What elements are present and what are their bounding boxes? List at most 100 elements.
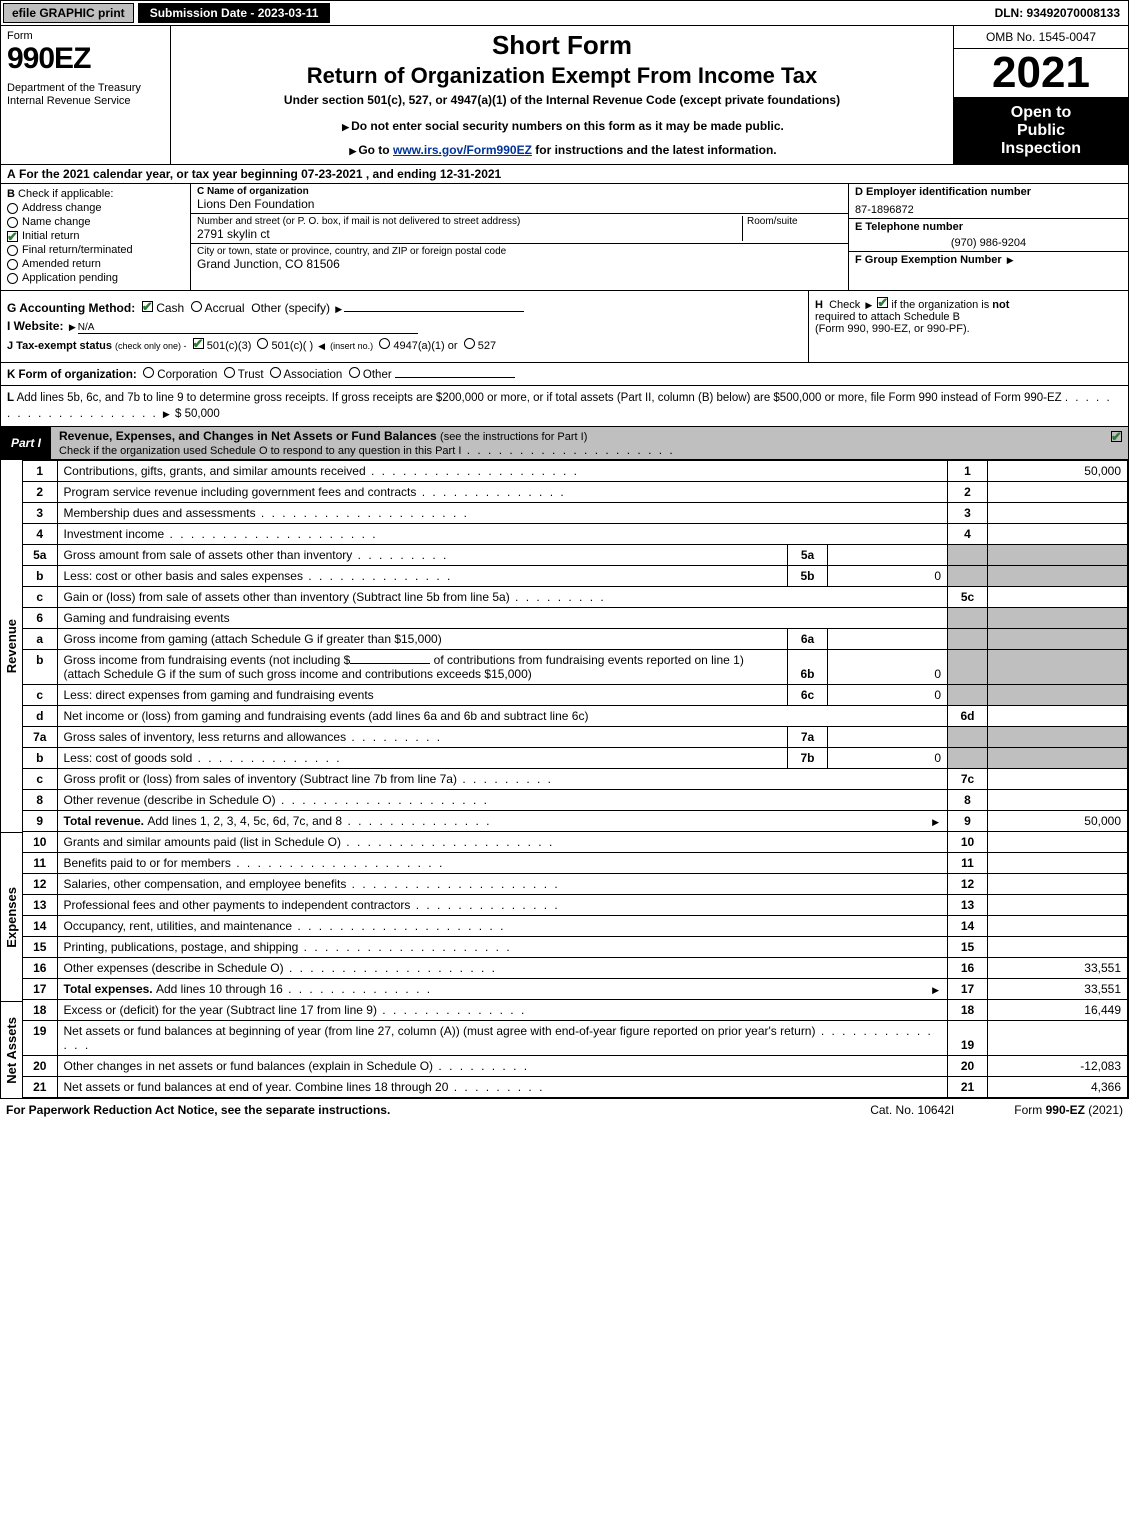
schedule-b-checkbox[interactable] bbox=[877, 297, 888, 308]
header-left: Form 990EZ Department of the Treasury In… bbox=[1, 26, 171, 164]
line-3: 3Membership dues and assessments3 bbox=[23, 503, 1128, 524]
ln: 7a bbox=[23, 727, 57, 748]
schedule-o-checkbox[interactable] bbox=[1111, 431, 1122, 442]
box-val bbox=[988, 769, 1128, 790]
row-i: I Website: N/A bbox=[7, 319, 802, 334]
corp-checkbox[interactable] bbox=[143, 367, 154, 378]
return-title: Return of Organization Exempt From Incom… bbox=[181, 63, 943, 89]
sub-val: 0 bbox=[828, 650, 948, 685]
dots-icon bbox=[416, 485, 565, 499]
ln: 10 bbox=[23, 832, 57, 853]
tel-value: (970) 986-9204 bbox=[855, 237, 1122, 249]
goto-note: Go to www.irs.gov/Form990EZ for instruct… bbox=[181, 143, 943, 157]
desc: Professional fees and other payments to … bbox=[64, 898, 411, 912]
application-pending-checkbox[interactable] bbox=[7, 273, 18, 284]
ln: c bbox=[23, 769, 57, 790]
form-word: Form bbox=[7, 30, 164, 42]
desc: Investment income bbox=[64, 527, 165, 541]
ln: 8 bbox=[23, 790, 57, 811]
dots-icon bbox=[366, 464, 579, 478]
501c-checkbox[interactable] bbox=[257, 338, 268, 349]
line-15: 15Printing, publications, postage, and s… bbox=[23, 937, 1128, 958]
row-l: L Add lines 5b, 6c, and 7b to line 9 to … bbox=[1, 386, 1128, 427]
ein-value: 87-1896872 bbox=[855, 204, 1122, 216]
form-header: Form 990EZ Department of the Treasury In… bbox=[1, 26, 1128, 165]
shade-cell bbox=[948, 545, 988, 566]
website-value: N/A bbox=[78, 322, 95, 333]
part1-table: Revenue Expenses Net Assets 1Contributio… bbox=[1, 460, 1128, 1098]
line-1: 1Contributions, gifts, grants, and simil… bbox=[23, 461, 1128, 482]
box-ln: 6d bbox=[948, 706, 988, 727]
amended-return-checkbox[interactable] bbox=[7, 259, 18, 270]
final-return-checkbox[interactable] bbox=[7, 245, 18, 256]
box-val bbox=[988, 587, 1128, 608]
line-6b: bGross income from fundraising events (n… bbox=[23, 650, 1128, 685]
accrual-label: Accrual bbox=[205, 301, 245, 315]
desc: Occupancy, rent, utilities, and maintena… bbox=[64, 919, 293, 933]
row-k: K Form of organization: Corporation Trus… bbox=[1, 363, 1128, 386]
line-8: 8Other revenue (describe in Schedule O)8 bbox=[23, 790, 1128, 811]
page-footer: For Paperwork Reduction Act Notice, see … bbox=[0, 1099, 1129, 1121]
insert-no-label: (insert no.) bbox=[330, 341, 373, 351]
col-b: B Check if applicable: Address change Na… bbox=[1, 184, 191, 290]
shade-cell bbox=[948, 629, 988, 650]
4947-checkbox[interactable] bbox=[379, 338, 390, 349]
cash-checkbox[interactable] bbox=[142, 301, 153, 312]
line-21: 21Net assets or fund balances at end of … bbox=[23, 1077, 1128, 1098]
row-h-check: Check bbox=[829, 299, 860, 311]
box-ln: 3 bbox=[948, 503, 988, 524]
desc: Gross income from gaming (attach Schedul… bbox=[64, 632, 442, 646]
arrow-icon bbox=[161, 408, 172, 420]
row-a: A For the 2021 calendar year, or tax yea… bbox=[1, 165, 1128, 184]
dots-icon bbox=[346, 877, 559, 891]
box-val: 50,000 bbox=[988, 811, 1128, 832]
addr-value: 2791 skylin ct bbox=[197, 227, 742, 241]
part1-header: Part I Revenue, Expenses, and Changes in… bbox=[1, 427, 1128, 460]
accrual-checkbox[interactable] bbox=[191, 301, 202, 312]
box-val bbox=[988, 790, 1128, 811]
box-val bbox=[988, 895, 1128, 916]
address-change-checkbox[interactable] bbox=[7, 203, 18, 214]
other-org-label: Other bbox=[363, 369, 392, 381]
header-center: Short Form Return of Organization Exempt… bbox=[171, 26, 953, 164]
sub-ln: 6a bbox=[788, 629, 828, 650]
other-org-input[interactable] bbox=[395, 377, 515, 378]
other-org-checkbox[interactable] bbox=[349, 367, 360, 378]
address-change-label: Address change bbox=[22, 202, 102, 214]
lines-table: 1Contributions, gifts, grants, and simil… bbox=[23, 460, 1128, 1098]
dots-icon bbox=[164, 527, 377, 541]
desc: Add lines 10 through 16 bbox=[156, 982, 283, 996]
desc: Gross profit or (loss) from sales of inv… bbox=[64, 772, 457, 786]
ln: 5a bbox=[23, 545, 57, 566]
dots-icon bbox=[342, 814, 491, 828]
sub-ln: 5a bbox=[788, 545, 828, 566]
irs-link[interactable]: www.irs.gov/Form990EZ bbox=[393, 143, 532, 157]
form-of-org-label: K Form of organization: bbox=[7, 369, 137, 381]
line-7b: bLess: cost of goods sold7b0 bbox=[23, 748, 1128, 769]
trust-checkbox[interactable] bbox=[224, 367, 235, 378]
arrow-icon bbox=[930, 982, 941, 996]
room-label: Room/suite bbox=[747, 216, 842, 227]
sub-ln: 6b bbox=[788, 650, 828, 685]
open-line3: Inspection bbox=[958, 140, 1124, 158]
527-checkbox[interactable] bbox=[464, 338, 475, 349]
col-b-label: B bbox=[7, 188, 15, 200]
org-name: Lions Den Foundation bbox=[197, 197, 842, 211]
assoc-checkbox[interactable] bbox=[270, 367, 281, 378]
desc: Gain or (loss) from sale of assets other… bbox=[64, 590, 510, 604]
box-val bbox=[988, 706, 1128, 727]
box-val bbox=[988, 482, 1128, 503]
line-2: 2Program service revenue including gover… bbox=[23, 482, 1128, 503]
desc: Membership dues and assessments bbox=[64, 506, 256, 520]
line-14: 14Occupancy, rent, utilities, and mainte… bbox=[23, 916, 1128, 937]
fundraising-amount-input[interactable] bbox=[350, 663, 430, 664]
501c3-checkbox[interactable] bbox=[193, 338, 204, 349]
ssn-warning-text: Do not enter social security numbers on … bbox=[351, 119, 784, 133]
sub-val bbox=[828, 727, 948, 748]
dots-icon bbox=[284, 961, 497, 975]
line-5a: 5aGross amount from sale of assets other… bbox=[23, 545, 1128, 566]
efile-print-button[interactable]: efile GRAPHIC print bbox=[3, 3, 134, 23]
name-change-checkbox[interactable] bbox=[7, 217, 18, 228]
other-specify-input[interactable] bbox=[344, 311, 524, 312]
initial-return-checkbox[interactable] bbox=[7, 231, 18, 242]
